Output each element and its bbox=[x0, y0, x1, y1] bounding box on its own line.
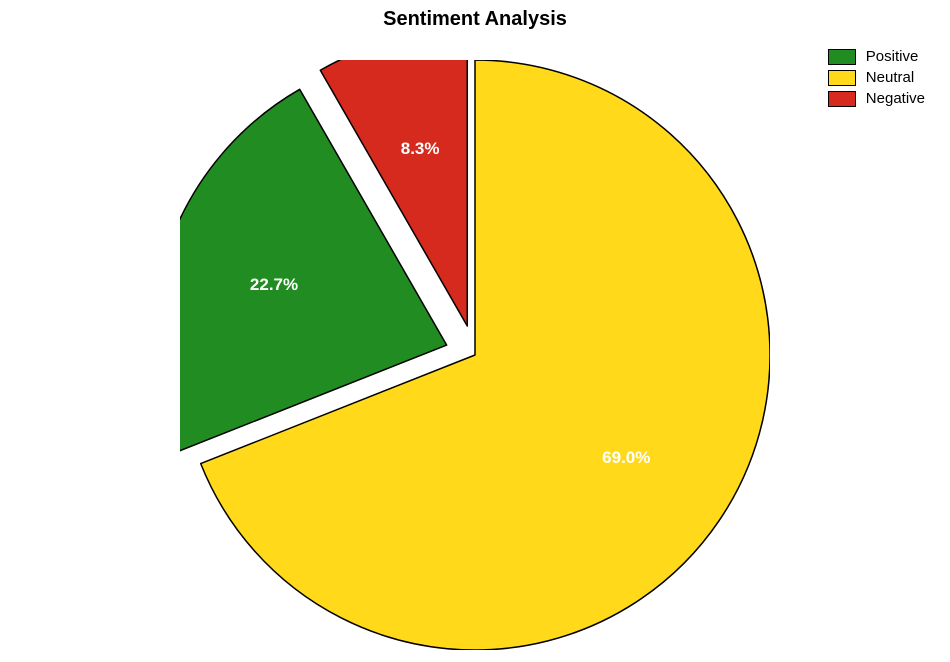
legend-swatch bbox=[828, 70, 856, 86]
legend-item-negative: Negative bbox=[828, 90, 925, 107]
pie-chart: 69.0% 22.7% 8.3% bbox=[180, 60, 770, 655]
slice-label-neutral: 69.0% bbox=[602, 448, 650, 468]
legend-label: Positive bbox=[866, 48, 919, 65]
legend-item-neutral: Neutral bbox=[828, 69, 925, 86]
slice-label-positive: 22.7% bbox=[250, 275, 298, 295]
chart-legend: Positive Neutral Negative bbox=[828, 48, 925, 111]
legend-item-positive: Positive bbox=[828, 48, 925, 65]
legend-label: Neutral bbox=[866, 69, 914, 86]
legend-label: Negative bbox=[866, 90, 925, 107]
legend-swatch bbox=[828, 49, 856, 65]
slice-label-negative: 8.3% bbox=[401, 139, 440, 159]
chart-title: Sentiment Analysis bbox=[383, 8, 567, 31]
legend-swatch bbox=[828, 91, 856, 107]
